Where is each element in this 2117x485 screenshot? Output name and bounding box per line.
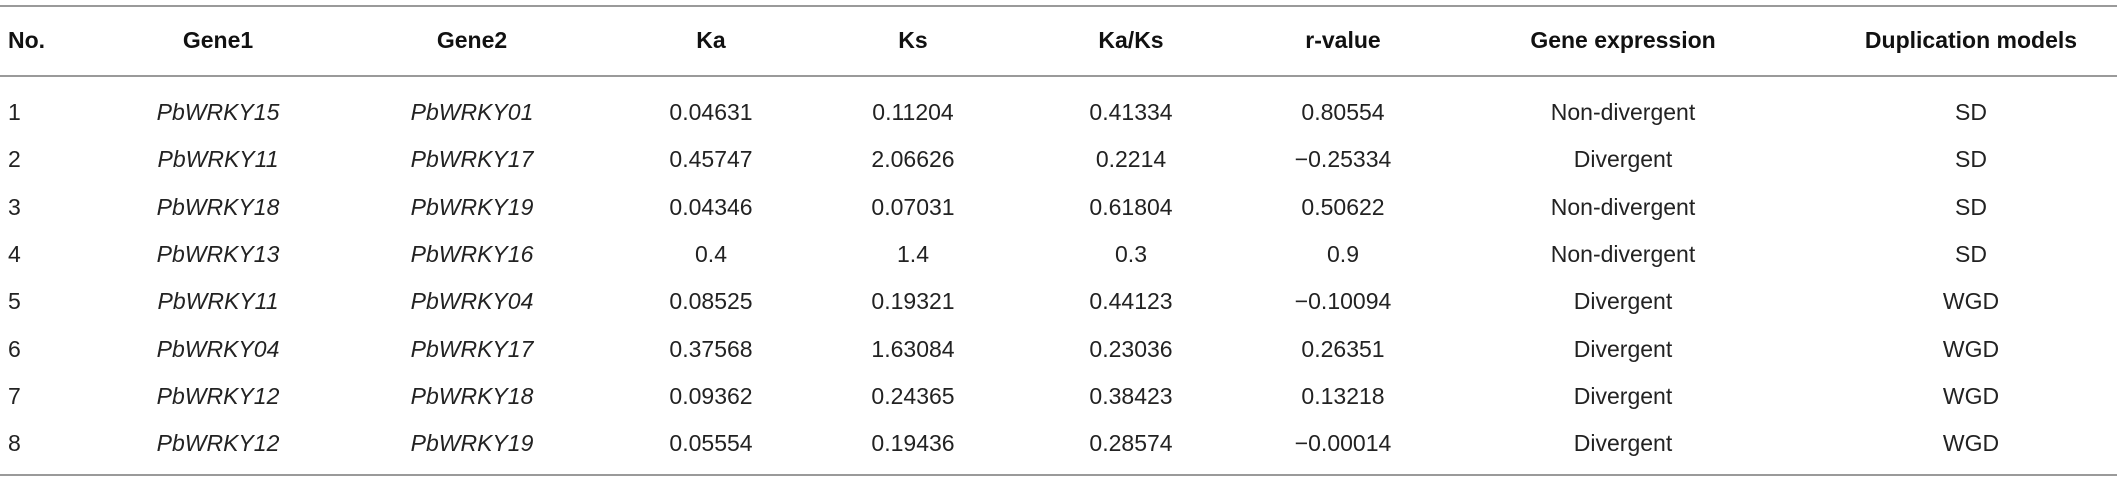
table-cell: PbWRKY15 xyxy=(156,99,280,125)
table-cell: 0.4 xyxy=(695,240,727,267)
table-cell: PbWRKY17 xyxy=(410,335,534,362)
table-cell: Non-divergent xyxy=(1550,99,1696,125)
table-cell: WGD xyxy=(1942,382,2000,409)
table-cell: 8 xyxy=(8,430,21,457)
table-cell: 0.38423 xyxy=(1089,382,1173,409)
table-cell: SD xyxy=(1955,146,1987,173)
column-header: No. xyxy=(8,27,46,53)
table-cell: PbWRKY12 xyxy=(156,382,280,409)
table-cell: 0.28574 xyxy=(1089,430,1173,457)
table-cell: PbWRKY04 xyxy=(410,288,534,315)
table-cell: 0.80554 xyxy=(1301,99,1385,125)
table-cell: 0.04631 xyxy=(669,99,753,125)
table-cell: −0.00014 xyxy=(1294,430,1392,457)
table-cell: 0.13218 xyxy=(1301,382,1385,409)
table-cell: 0.3 xyxy=(1115,240,1147,267)
bottom-rule xyxy=(0,474,2117,476)
table-cell: Divergent xyxy=(1573,430,1673,457)
table-cell: −0.10094 xyxy=(1294,288,1392,315)
table-cell: 0.26351 xyxy=(1301,335,1385,362)
table-cell: 0.19321 xyxy=(871,288,955,315)
table-cell: PbWRKY13 xyxy=(156,240,280,267)
table-cell: 0.44123 xyxy=(1089,288,1173,315)
table-cell: Divergent xyxy=(1573,382,1673,409)
table-cell: 0.07031 xyxy=(871,193,955,220)
header-rule xyxy=(0,75,2117,77)
table-cell: SD xyxy=(1955,240,1987,267)
table-cell: SD xyxy=(1955,99,1987,125)
table-cell: 0.24365 xyxy=(871,382,955,409)
table-cell: WGD xyxy=(1942,335,2000,362)
table-cell: 0.9 xyxy=(1327,240,1359,267)
table-cell: Divergent xyxy=(1573,335,1673,362)
table-cell: 1.4 xyxy=(897,240,929,267)
column-header: Duplication models xyxy=(1864,27,2078,53)
table-cell: Non-divergent xyxy=(1550,193,1696,220)
table-cell: 0.09362 xyxy=(669,382,753,409)
table-cell: 0.08525 xyxy=(669,288,753,315)
table-cell: PbWRKY04 xyxy=(156,335,280,362)
table-cell: 2 xyxy=(8,146,21,173)
table-cell: 0.61804 xyxy=(1089,193,1173,220)
table-cell: PbWRKY19 xyxy=(410,430,534,457)
column-header: r-value xyxy=(1305,27,1381,53)
table-cell: 0.04346 xyxy=(669,193,753,220)
table-cell: WGD xyxy=(1942,430,2000,457)
table-cell: 7 xyxy=(8,382,21,409)
table-cell: Divergent xyxy=(1573,146,1673,173)
table-cell: Divergent xyxy=(1573,288,1673,315)
column-header: Gene2 xyxy=(436,27,508,53)
table-cell: 3 xyxy=(8,193,21,220)
table-cell: 0.50622 xyxy=(1301,193,1385,220)
column-header: Ka xyxy=(696,27,726,53)
table-cell: −0.25334 xyxy=(1294,146,1392,173)
table-cell: 0.23036 xyxy=(1089,335,1173,362)
table-cell: 0.41334 xyxy=(1089,99,1173,125)
table-cell: 2.06626 xyxy=(871,146,955,173)
column-header: Ka/Ks xyxy=(1098,27,1164,53)
column-header: Ks xyxy=(898,27,928,53)
table-cell: 1 xyxy=(8,99,21,125)
table-cell: PbWRKY18 xyxy=(410,382,534,409)
table-cell: Non-divergent xyxy=(1550,240,1696,267)
table-cell: 0.45747 xyxy=(669,146,753,173)
table-cell: SD xyxy=(1955,193,1987,220)
table-cell: PbWRKY11 xyxy=(157,146,279,173)
table-cell: PbWRKY12 xyxy=(156,430,280,457)
table-cell: WGD xyxy=(1942,288,2000,315)
table-cell: PbWRKY17 xyxy=(410,146,534,173)
table-cell: 6 xyxy=(8,335,21,362)
table-cell: PbWRKY19 xyxy=(410,193,534,220)
table-cell: 0.2214 xyxy=(1095,146,1167,173)
table-cell: PbWRKY01 xyxy=(410,99,534,125)
table-cell: PbWRKY16 xyxy=(410,240,534,267)
table-cell: 1.63084 xyxy=(871,335,955,362)
table-cell: 0.19436 xyxy=(871,430,955,457)
table-cell: 0.37568 xyxy=(669,335,753,362)
top-rule xyxy=(0,5,2117,7)
table-cell: PbWRKY18 xyxy=(156,193,280,220)
table-cell: PbWRKY11 xyxy=(157,288,279,315)
table-cell: 0.11204 xyxy=(872,99,954,125)
column-header: Gene expression xyxy=(1530,27,1716,53)
table-cell: 5 xyxy=(8,288,21,315)
column-header: Gene1 xyxy=(182,27,254,53)
table-cell: 0.05554 xyxy=(669,430,753,457)
table-cell: 4 xyxy=(8,240,21,267)
